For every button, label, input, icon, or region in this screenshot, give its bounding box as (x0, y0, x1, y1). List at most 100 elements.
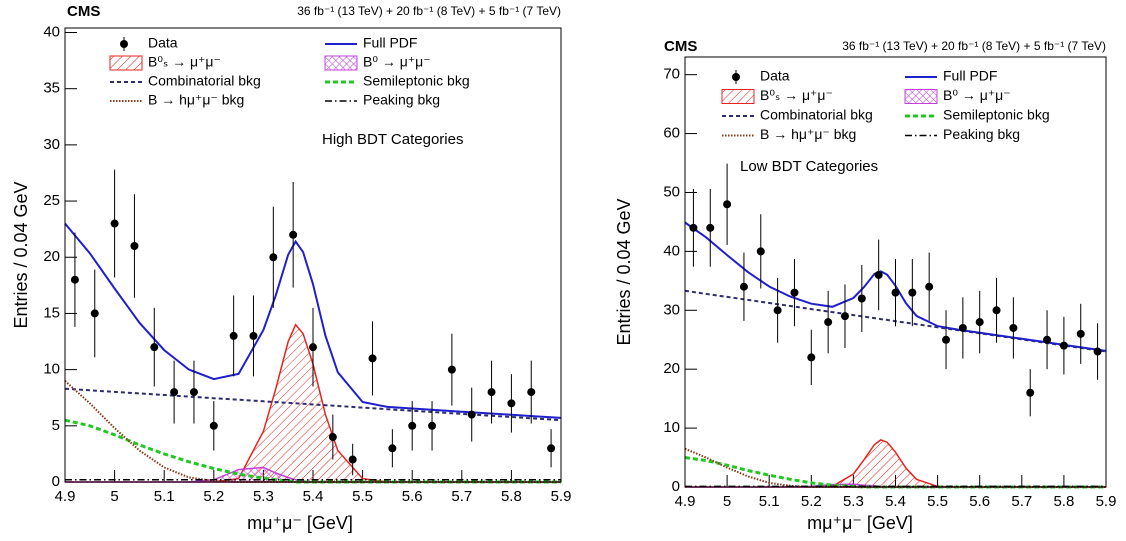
x-axis-label: mμ⁺μ⁻ [GeV] (247, 513, 353, 533)
y-tick-label: 0 (672, 478, 680, 495)
data-point (507, 399, 516, 408)
data-point (487, 388, 496, 397)
data-point (908, 288, 917, 297)
x-tick-label: 5.7 (1011, 493, 1032, 510)
data-point (706, 223, 715, 232)
data-point (189, 388, 198, 397)
data-point (170, 388, 179, 397)
data-point (547, 444, 556, 453)
pdf-curve (684, 447, 1106, 488)
data-point (689, 223, 698, 232)
data-point (527, 388, 536, 397)
y-tick-label: 70 (663, 66, 680, 83)
x-tick-label: 5.2 (801, 493, 822, 510)
pdf-curve (64, 418, 561, 484)
data-point (388, 444, 397, 453)
data-point (368, 354, 377, 363)
legend-label: Semileptonic bkg (943, 107, 1050, 123)
x-tick-label: 5.5 (352, 488, 373, 505)
legend-label: Full PDF (943, 68, 997, 84)
legend-label: B⁰ → μ⁺μ⁻ (943, 87, 1011, 103)
x-tick-label: 4.9 (675, 493, 696, 510)
legend-label: B → hμ⁺μ⁻ bkg (148, 92, 244, 108)
data-point (739, 282, 748, 291)
data-point (110, 219, 119, 228)
x-tick-label: 5.8 (501, 488, 522, 505)
x-tick-label: 5.1 (154, 488, 175, 505)
plot-frame (64, 27, 562, 483)
data-point (891, 288, 900, 297)
legend-label: Peaking bkg (943, 126, 1020, 142)
legend-label: B → hμ⁺μ⁻ bkg (760, 126, 856, 142)
data-point (874, 270, 883, 279)
legend-label: Combinatorial bkg (760, 107, 873, 123)
x-tick-label: 5 (110, 488, 118, 505)
y-axis-label: Entries / 0.04 GeV (11, 181, 31, 328)
experiment-label: CMS (664, 38, 697, 55)
data-point (130, 242, 139, 251)
data-point (1026, 388, 1035, 397)
data-point (249, 331, 258, 340)
pdf-curve (64, 387, 562, 422)
data-point (992, 306, 1001, 315)
plot-frame (684, 56, 1107, 488)
data-point (447, 365, 456, 374)
data-point (1043, 335, 1052, 344)
data-point (942, 335, 951, 344)
y-tick-label: 25 (43, 192, 60, 209)
annotation: Low BDT Categories (740, 158, 878, 175)
legend-label: Data (760, 68, 790, 84)
legend-label: Combinatorial bkg (148, 73, 261, 89)
data-point (773, 306, 782, 315)
x-tick-label: 5.5 (927, 493, 948, 510)
data-point (269, 253, 278, 262)
legend-label: B⁰ₛ → μ⁺μ⁻ (148, 54, 221, 70)
experiment-label: CMS (67, 3, 100, 20)
x-axis-label: mμ⁺μ⁻ [GeV] (807, 513, 913, 533)
y-tick-label: 10 (43, 361, 60, 378)
data-point (958, 323, 967, 332)
luminosity-label: 36 fb⁻¹ (13 TeV) + 20 fb⁻¹ (8 TeV) + 5 f… (297, 4, 561, 18)
data-point (790, 288, 799, 297)
data-point (467, 410, 476, 419)
y-tick-label: 20 (43, 248, 60, 265)
y-axis-label: Entries / 0.04 GeV (614, 198, 634, 345)
legend-marker (721, 89, 755, 104)
legend-marker (120, 40, 128, 48)
data-point (723, 200, 732, 209)
y-tick-label: 10 (663, 419, 680, 436)
data-point (840, 312, 849, 321)
data-point (1009, 323, 1018, 332)
data-point (824, 318, 833, 327)
x-tick-label: 4.9 (55, 488, 76, 505)
legend-label: Peaking bkg (363, 92, 440, 108)
data-point (1093, 347, 1102, 356)
x-tick-label: 5.6 (402, 488, 423, 505)
data-point (328, 433, 337, 442)
x-tick-label: 5 (723, 493, 731, 510)
data-point (309, 343, 317, 352)
x-tick-label: 5.3 (253, 488, 274, 505)
data-point (408, 421, 417, 430)
x-tick-label: 5.9 (551, 488, 572, 505)
x-tick-label: 5.2 (203, 488, 224, 505)
y-tick-label: 40 (663, 242, 680, 259)
x-tick-label: 5.4 (303, 488, 324, 505)
y-tick-label: 40 (43, 23, 60, 40)
legend-marker (324, 55, 358, 71)
pdf-curve (684, 289, 1107, 353)
y-tick-label: 20 (663, 360, 680, 377)
data-point (209, 421, 218, 430)
data-point (1059, 341, 1068, 350)
data-point (289, 230, 298, 239)
y-tick-label: 30 (43, 136, 60, 153)
signal-area (685, 439, 1106, 488)
x-tick-label: 5.9 (1096, 493, 1117, 510)
x-tick-label: 5.3 (843, 493, 864, 510)
pdf-curve (64, 222, 562, 419)
data-point (807, 353, 816, 362)
legend-label: B⁰ₛ → μ⁺μ⁻ (760, 87, 833, 103)
luminosity-label: 36 fb⁻¹ (13 TeV) + 20 fb⁻¹ (8 TeV) + 5 f… (842, 39, 1106, 53)
legend-label: Semileptonic bkg (363, 73, 470, 89)
